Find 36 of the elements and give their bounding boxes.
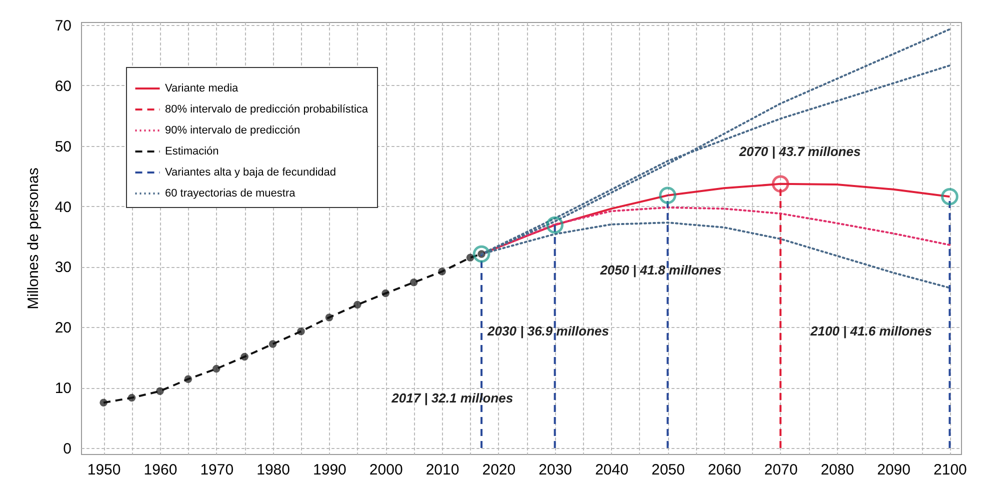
x-tick-label: 2060 bbox=[708, 462, 742, 478]
annotation: 2050 | 41.8 millones bbox=[599, 262, 722, 278]
x-tick-label: 2080 bbox=[820, 462, 854, 478]
y-tick-label: 40 bbox=[54, 198, 72, 216]
annotation: 2070 | 43.7 millones bbox=[738, 144, 861, 160]
x-tick-label: 2050 bbox=[651, 462, 685, 478]
x-tick-label: 2000 bbox=[369, 462, 403, 478]
x-tick-label: 1950 bbox=[87, 462, 121, 478]
annotation: 2100 | 41.6 millones bbox=[810, 324, 932, 339]
x-tick-label: 1960 bbox=[144, 462, 178, 478]
legend-label: 90% intervalo de predicción bbox=[165, 124, 300, 136]
x-tick-label: 2030 bbox=[538, 462, 572, 478]
legend-label: 60 trayectorias de muestra bbox=[165, 188, 296, 200]
annotation: 2017 | 32.1 millones bbox=[390, 390, 514, 406]
y-tick-label: 0 bbox=[63, 440, 72, 458]
legend-label: Estimación bbox=[165, 146, 219, 158]
x-tick-label: 2020 bbox=[482, 462, 516, 478]
x-tick-label: 2100 bbox=[934, 462, 967, 478]
x-tick-label: 2070 bbox=[764, 462, 798, 478]
y-tick-label: 20 bbox=[54, 320, 72, 337]
x-tick-label: 1980 bbox=[256, 462, 290, 478]
x-tick-label: 2090 bbox=[877, 462, 910, 478]
annotation: 2030 | 36.9 millones bbox=[486, 324, 609, 339]
y-tick-label: 30 bbox=[54, 259, 72, 276]
legend-label: Variantes alta y baja de fecundidad bbox=[165, 166, 336, 178]
legend-label: 80% intervalo de predicción probabilística bbox=[165, 104, 369, 116]
x-tick-label: 2010 bbox=[426, 462, 460, 478]
y-tick-label: 10 bbox=[54, 380, 72, 398]
legend-label: Variante media bbox=[165, 82, 240, 94]
y-tick-label: 60 bbox=[54, 78, 72, 95]
y-tick-label: 70 bbox=[54, 18, 72, 35]
x-tick-label: 1970 bbox=[200, 462, 234, 478]
y-tick-label: 50 bbox=[54, 138, 72, 156]
x-tick-label: 2040 bbox=[595, 462, 628, 478]
x-tick-label: 1990 bbox=[313, 462, 346, 478]
y-axis-title: Millones de personas bbox=[24, 168, 42, 310]
